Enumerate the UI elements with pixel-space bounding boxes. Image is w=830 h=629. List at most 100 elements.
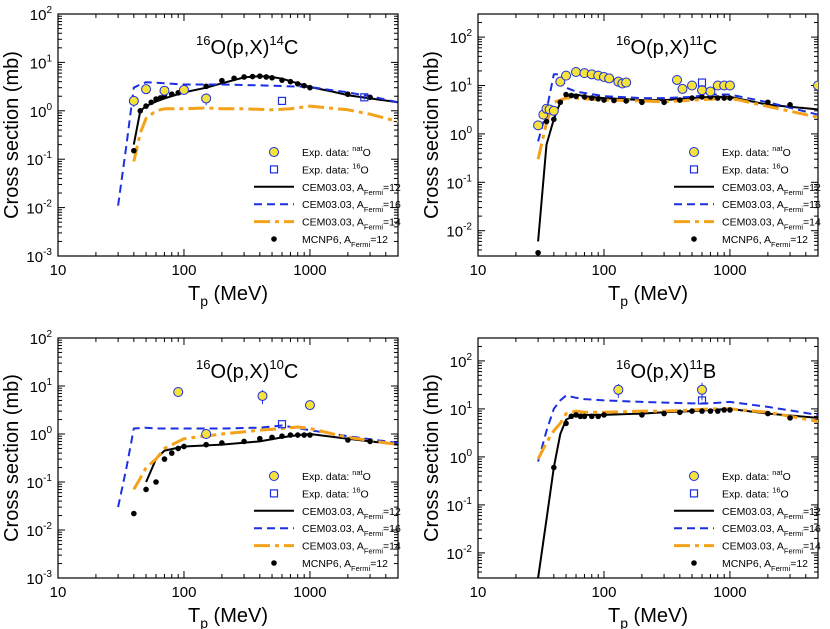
text-part: nat	[352, 144, 363, 153]
text-part: 10	[26, 571, 43, 588]
text-part: CEM03.03, A	[302, 217, 364, 229]
legend-label-cem14: CEM03.03, AFermi=14	[722, 541, 821, 556]
mcnp-point	[661, 410, 667, 417]
mcnp-point	[287, 432, 294, 438]
legend-label-O16: Exp. data: 16O	[722, 485, 789, 500]
text-part: Exp. data:	[722, 164, 772, 176]
plot-frame	[57, 13, 399, 257]
mcnp-point	[765, 99, 771, 106]
text-part: Exp. data:	[302, 471, 352, 483]
y-tick-label: 10-2	[446, 544, 472, 563]
mcnp-point	[551, 464, 557, 471]
y-axis-label: Cross section (mb)	[1, 374, 23, 542]
text-part: =16	[383, 523, 401, 535]
text-part: T	[188, 283, 200, 305]
y-tick-label: 100	[450, 125, 473, 144]
text-part: 0	[46, 425, 52, 436]
text-part: 1	[46, 377, 52, 388]
mcnp-point	[175, 445, 182, 452]
text-part: CEM03.03, A	[722, 217, 784, 229]
legend-label-cem16: CEM03.03, AFermi=16	[302, 523, 401, 538]
text-part: =12	[383, 506, 401, 518]
text-part: MCNP6, A	[302, 234, 351, 246]
text-part: CEM03.03, A	[302, 541, 364, 553]
mcnp-point	[714, 408, 721, 414]
plot-frame	[477, 13, 819, 257]
exp-natO-point	[672, 74, 683, 85]
text-part: T	[608, 605, 620, 627]
legend-marker	[689, 165, 699, 174]
text-part: -1	[43, 150, 52, 161]
text-part: 11	[689, 357, 703, 372]
text-part: O	[781, 488, 789, 500]
text-part: Fermi	[364, 512, 383, 521]
mcnp-point	[601, 412, 607, 418]
text-part: -1	[463, 496, 472, 507]
text-part: CEM03.03, A	[722, 506, 784, 518]
exp-natO-point	[724, 80, 735, 91]
text-part: CEM03.03, A	[722, 523, 784, 535]
mcnp-point	[661, 99, 667, 106]
plot-frame	[477, 337, 819, 579]
mcnp-point	[131, 510, 137, 517]
x-tick-label: 10	[50, 584, 67, 601]
text-part: O	[363, 147, 371, 159]
legend-symbol-mcnp	[271, 236, 277, 242]
series-line-cem16	[537, 394, 818, 462]
mcnp-point	[269, 75, 275, 81]
text-part: Exp. data:	[302, 488, 352, 500]
text-part: =14	[383, 217, 401, 229]
text-part: Fermi	[771, 240, 790, 249]
legend-label-natO: Exp. data: natO	[722, 144, 791, 159]
mcnp-point	[148, 99, 155, 106]
mcnp-point	[153, 479, 159, 485]
series-natO	[173, 386, 315, 439]
mcnp-point	[581, 94, 588, 100]
x-axis-label: Tp (MeV)	[188, 283, 268, 309]
mcnp-point	[307, 84, 313, 91]
series-cem16	[537, 73, 818, 142]
mcnp-point	[595, 96, 602, 102]
mcnp-point	[153, 96, 159, 102]
exp-natO-point	[621, 77, 632, 88]
text-part: C	[284, 361, 298, 383]
x-axis-label: Tp (MeV)	[608, 605, 688, 629]
text-part: =14	[803, 217, 821, 229]
exp-natO-point	[201, 429, 212, 439]
text-part: nat	[352, 468, 363, 477]
exp-natO-point	[697, 85, 708, 96]
legend-symbol-natO	[269, 147, 279, 157]
text-part: C	[703, 37, 717, 59]
mcnp-point	[241, 438, 247, 445]
text-part: =14	[383, 541, 401, 553]
legend-label-O16: Exp. data: 16O	[302, 161, 369, 176]
legend-symbol-mcnp	[691, 560, 697, 566]
text-part: 1	[466, 400, 472, 411]
y-tick-label: 101	[450, 76, 473, 95]
x-tick-label: 1000	[293, 262, 326, 279]
y-tick-label: 101	[30, 53, 53, 72]
exp-natO-point	[201, 93, 212, 104]
mcnp-point	[168, 91, 175, 98]
mcnp-point	[568, 413, 575, 420]
mcnp-point	[721, 407, 727, 413]
y-axis-label: Cross section (mb)	[421, 374, 443, 542]
series-cem16	[117, 424, 398, 508]
mcnp-point	[231, 75, 237, 82]
legend-marker	[691, 236, 697, 242]
x-tick-label: 10	[470, 584, 487, 601]
y-tick-label: 10-1	[26, 150, 52, 169]
legend-symbol-O16	[269, 165, 279, 174]
y-axis-label: Cross section (mb)	[421, 51, 443, 219]
mcnp-point	[219, 77, 225, 84]
mcnp-point	[699, 94, 705, 100]
x-tick-label: 10	[470, 262, 487, 279]
text-part: Fermi	[784, 223, 803, 232]
mcnp-point	[573, 412, 579, 418]
exp-natO-point	[173, 386, 184, 397]
mcnp-point	[294, 432, 301, 438]
series-mcnp	[131, 73, 373, 154]
legend-symbol-O16	[689, 489, 699, 498]
